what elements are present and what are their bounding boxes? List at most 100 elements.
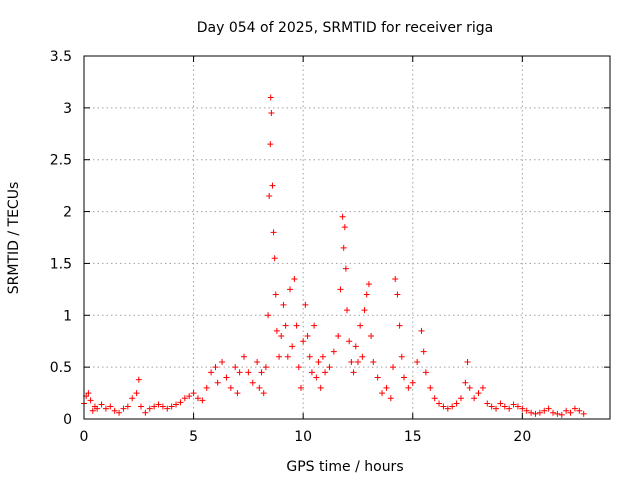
data-point — [297, 384, 304, 391]
data-point — [260, 390, 267, 397]
data-point — [240, 353, 247, 360]
data-point — [151, 403, 158, 410]
data-point — [181, 395, 188, 402]
data-point — [129, 395, 136, 402]
plot-frame — [83, 55, 611, 420]
data-point — [405, 384, 412, 391]
data-point — [374, 374, 381, 381]
data-point — [550, 409, 557, 416]
y-axis-label: SRMTID / TECUs — [6, 182, 22, 295]
data-point — [368, 333, 375, 340]
data-point — [536, 409, 543, 416]
data-point — [273, 327, 280, 334]
data-point — [431, 395, 438, 402]
data-point — [269, 182, 276, 189]
data-point — [287, 286, 294, 293]
y-tick-label: 0.5 — [50, 360, 72, 376]
data-point — [479, 384, 486, 391]
data-point — [558, 411, 565, 418]
x-tick-label: 20 — [513, 429, 531, 445]
data-point — [335, 333, 342, 340]
data-point — [436, 400, 443, 407]
data-point — [396, 322, 403, 329]
data-point — [580, 410, 587, 417]
data-point — [124, 403, 131, 410]
data-point — [563, 407, 570, 414]
data-point — [245, 369, 252, 376]
y-tick-label: 1 — [63, 308, 72, 324]
data-point — [554, 410, 561, 417]
data-point — [265, 312, 272, 319]
data-point — [317, 384, 324, 391]
data-point — [267, 94, 274, 101]
data-point — [354, 358, 361, 365]
data-point — [339, 213, 346, 220]
data-point — [278, 333, 285, 340]
data-point — [262, 364, 269, 371]
grid-lines — [84, 56, 610, 419]
data-point — [302, 301, 309, 308]
data-point — [532, 410, 539, 417]
data-point — [271, 255, 278, 262]
data-point — [523, 407, 530, 414]
data-point — [344, 307, 350, 314]
data-point — [311, 322, 318, 329]
data-point — [571, 405, 578, 412]
data-point — [359, 353, 366, 360]
data-point — [322, 369, 329, 376]
data-point — [361, 307, 368, 314]
x-tick-labels: 0 5 10 15 20 — [80, 429, 532, 445]
data-point — [212, 364, 219, 371]
y-tick-label: 3 — [63, 101, 72, 117]
data-point — [289, 343, 296, 350]
data-point — [300, 338, 307, 345]
y-tick-label: 2.5 — [50, 153, 72, 169]
data-point — [276, 353, 283, 360]
data-point — [194, 395, 201, 402]
data-point — [234, 390, 241, 397]
data-point — [453, 400, 460, 407]
data-point — [346, 338, 353, 345]
data-point — [501, 403, 508, 410]
x-tick-label: 0 — [80, 429, 89, 445]
data-point — [464, 358, 471, 365]
y-tick-label: 2 — [63, 205, 72, 221]
data-point — [186, 393, 193, 400]
data-point — [341, 224, 348, 231]
data-point — [475, 390, 482, 397]
data-point — [135, 376, 142, 383]
data-point — [236, 369, 243, 376]
data-point — [102, 405, 109, 412]
data-point — [576, 407, 583, 414]
data-point — [449, 403, 456, 410]
y-tick-label: 3.5 — [50, 49, 72, 65]
data-point — [400, 374, 407, 381]
data-point — [427, 384, 434, 391]
data-point — [208, 369, 215, 376]
data-point — [254, 358, 261, 365]
x-axis-label: GPS time / hours — [286, 459, 403, 475]
data-point — [168, 403, 175, 410]
data-point — [270, 229, 277, 236]
data-point — [326, 364, 333, 371]
data-point — [284, 353, 291, 360]
axis-ticks — [83, 55, 610, 420]
data-point — [111, 407, 118, 414]
data-point — [159, 403, 166, 410]
data-point — [352, 343, 359, 350]
data-point — [268, 110, 275, 117]
data-point — [398, 353, 405, 360]
chart-title: Day 054 of 2025, SRMTID for receiver rig… — [197, 20, 494, 36]
data-point — [190, 390, 197, 397]
data-point — [232, 364, 239, 371]
data-point — [370, 358, 377, 365]
data-point — [116, 409, 123, 416]
data-point — [471, 395, 478, 402]
data-point — [133, 390, 140, 397]
data-point — [89, 407, 96, 414]
data-point — [293, 322, 300, 329]
data-point — [440, 403, 447, 410]
data-point — [514, 403, 521, 410]
data-point — [340, 244, 347, 251]
